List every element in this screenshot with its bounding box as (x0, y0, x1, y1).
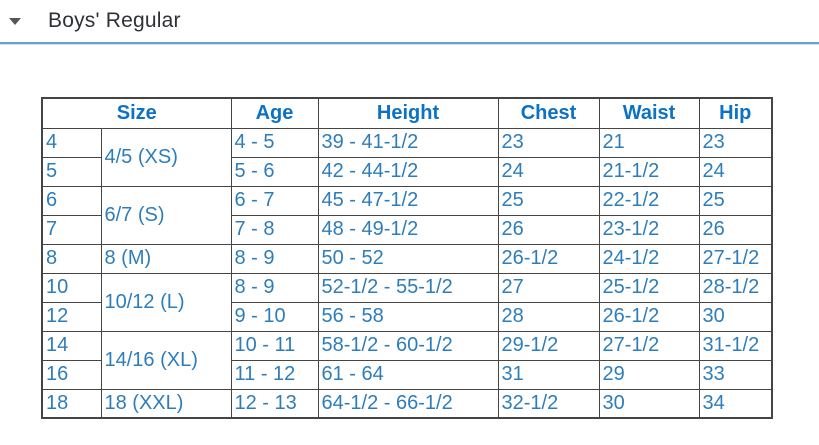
table-row: 18 18 (XXL) 12 - 13 64-1/2 - 66-1/2 32-1… (41, 388, 773, 419)
hip-cell: 33 (698, 359, 773, 390)
size-group-cell: 10/12 (L) (100, 272, 232, 332)
age-cell: 5 - 6 (230, 156, 319, 187)
size-cell: 14 (41, 330, 102, 361)
size-cell: 7 (41, 214, 102, 245)
chest-cell: 26-1/2 (497, 243, 600, 274)
height-cell: 64-1/2 - 66-1/2 (317, 388, 499, 419)
column-header-size: Size (41, 97, 232, 129)
hip-cell: 27-1/2 (698, 243, 773, 274)
boys-regular-size-chart: Size Age Height Chest Waist Hip 4 4/5 (X… (41, 97, 773, 419)
hip-cell: 25 (698, 185, 773, 216)
waist-cell: 24-1/2 (598, 243, 700, 274)
waist-cell: 26-1/2 (598, 301, 700, 332)
size-group-cell: 6/7 (S) (100, 185, 232, 245)
size-group-cell: 8 (M) (100, 243, 232, 274)
age-cell: 11 - 12 (230, 359, 319, 390)
age-cell: 9 - 10 (230, 301, 319, 332)
accordion-header-boys-regular[interactable]: Boys' Regular (0, 0, 819, 42)
section-divider (0, 42, 819, 45)
chest-cell: 24 (497, 156, 600, 187)
height-cell: 52-1/2 - 55-1/2 (317, 272, 499, 303)
height-cell: 50 - 52 (317, 243, 499, 274)
waist-cell: 21-1/2 (598, 156, 700, 187)
chest-cell: 26 (497, 214, 600, 245)
age-cell: 8 - 9 (230, 243, 319, 274)
hip-cell: 23 (698, 127, 773, 158)
hip-cell: 31-1/2 (698, 330, 773, 361)
height-cell: 42 - 44-1/2 (317, 156, 499, 187)
waist-cell: 21 (598, 127, 700, 158)
chest-cell: 29-1/2 (497, 330, 600, 361)
table-row: 16 11 - 12 61 - 64 31 29 33 (41, 359, 773, 390)
size-cell: 10 (41, 272, 102, 303)
height-cell: 45 - 47-1/2 (317, 185, 499, 216)
chest-cell: 27 (497, 272, 600, 303)
size-cell: 8 (41, 243, 102, 274)
table-row: 12 9 - 10 56 - 58 28 26-1/2 30 (41, 301, 773, 332)
height-cell: 39 - 41-1/2 (317, 127, 499, 158)
waist-cell: 30 (598, 388, 700, 419)
hip-cell: 30 (698, 301, 773, 332)
height-cell: 61 - 64 (317, 359, 499, 390)
chest-cell: 32-1/2 (497, 388, 600, 419)
column-header-waist: Waist (598, 97, 700, 129)
height-cell: 56 - 58 (317, 301, 499, 332)
caret-down-icon[interactable] (9, 17, 21, 25)
waist-cell: 27-1/2 (598, 330, 700, 361)
waist-cell: 23-1/2 (598, 214, 700, 245)
table-row: 8 8 (M) 8 - 9 50 - 52 26-1/2 24-1/2 27-1… (41, 243, 773, 274)
size-group-cell: 14/16 (XL) (100, 330, 232, 390)
section-title: Boys' Regular (48, 9, 181, 32)
size-cell: 12 (41, 301, 102, 332)
column-header-chest: Chest (497, 97, 600, 129)
size-group-cell: 18 (XXL) (100, 388, 232, 419)
table-row: 7 7 - 8 48 - 49-1/2 26 23-1/2 26 (41, 214, 773, 245)
column-header-age: Age (230, 97, 319, 129)
waist-cell: 29 (598, 359, 700, 390)
chest-cell: 28 (497, 301, 600, 332)
age-cell: 10 - 11 (230, 330, 319, 361)
size-cell: 5 (41, 156, 102, 187)
height-cell: 48 - 49-1/2 (317, 214, 499, 245)
chest-cell: 31 (497, 359, 600, 390)
table-row: 14 14/16 (XL) 10 - 11 58-1/2 - 60-1/2 29… (41, 330, 773, 390)
size-cell: 16 (41, 359, 102, 390)
height-cell: 58-1/2 - 60-1/2 (317, 330, 499, 361)
size-cell: 4 (41, 127, 102, 158)
age-cell: 4 - 5 (230, 127, 319, 158)
chest-cell: 25 (497, 185, 600, 216)
size-cell: 6 (41, 185, 102, 216)
hip-cell: 24 (698, 156, 773, 187)
table-row: 6 6/7 (S) 6 - 7 45 - 47-1/2 25 22-1/2 25 (41, 185, 773, 245)
hip-cell: 26 (698, 214, 773, 245)
size-group-cell: 4/5 (XS) (100, 127, 232, 187)
waist-cell: 25-1/2 (598, 272, 700, 303)
age-cell: 12 - 13 (230, 388, 319, 419)
size-cell: 18 (41, 388, 102, 419)
age-cell: 7 - 8 (230, 214, 319, 245)
table-header-row: Size Age Height Chest Waist Hip (41, 97, 773, 129)
table-row: 10 10/12 (L) 8 - 9 52-1/2 - 55-1/2 27 25… (41, 272, 773, 332)
column-header-hip: Hip (698, 97, 773, 129)
hip-cell: 28-1/2 (698, 272, 773, 303)
chest-cell: 23 (497, 127, 600, 158)
table-row: 5 5 - 6 42 - 44-1/2 24 21-1/2 24 (41, 156, 773, 187)
table-row: 4 4/5 (XS) 4 - 5 39 - 41-1/2 23 21 23 (41, 127, 773, 187)
age-cell: 8 - 9 (230, 272, 319, 303)
column-header-height: Height (317, 97, 499, 129)
age-cell: 6 - 7 (230, 185, 319, 216)
waist-cell: 22-1/2 (598, 185, 700, 216)
hip-cell: 34 (698, 388, 773, 419)
